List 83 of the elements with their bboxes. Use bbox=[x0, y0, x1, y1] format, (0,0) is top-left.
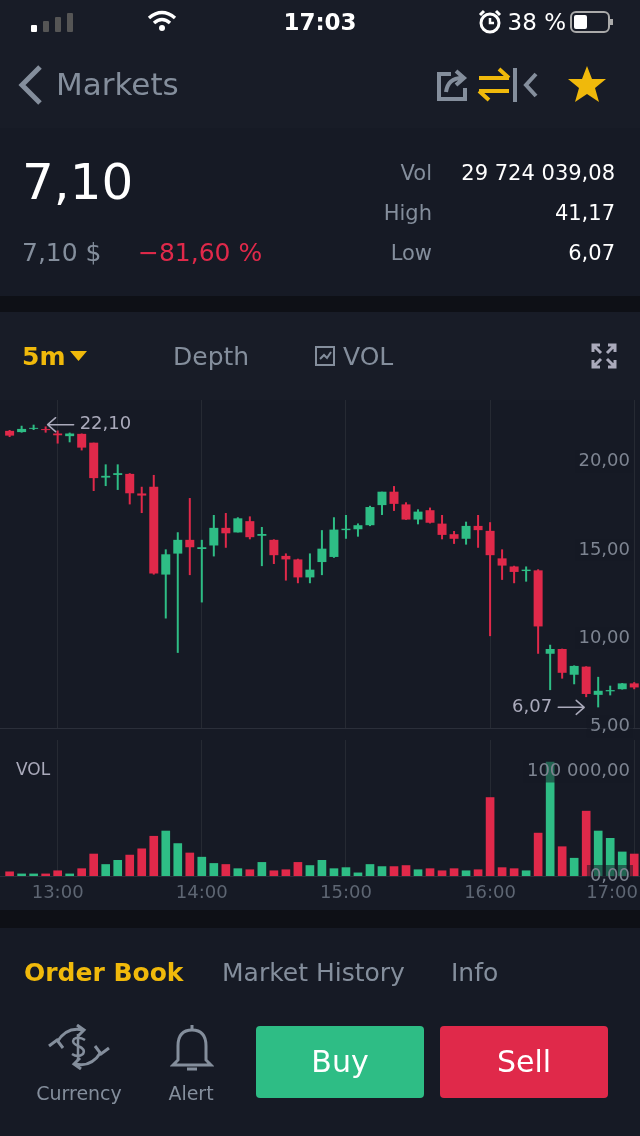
bar bbox=[281, 869, 291, 876]
text: Alert bbox=[168, 1082, 214, 1105]
text: 7,10 bbox=[22, 153, 134, 212]
text: Currency bbox=[36, 1082, 122, 1105]
candlestick bbox=[185, 498, 195, 576]
bar bbox=[521, 870, 531, 876]
bar bbox=[5, 871, 14, 876]
bar bbox=[53, 870, 62, 876]
bar bbox=[185, 852, 195, 876]
bar bbox=[161, 830, 171, 876]
text: Market History bbox=[222, 957, 405, 988]
bar bbox=[533, 832, 543, 876]
text: Markets bbox=[56, 66, 179, 103]
bar bbox=[497, 867, 507, 876]
text: Depth bbox=[173, 341, 250, 372]
bar bbox=[269, 870, 279, 876]
bar bbox=[257, 862, 267, 876]
text: 5m bbox=[22, 341, 66, 372]
bar bbox=[329, 868, 339, 876]
bar bbox=[569, 857, 579, 876]
text: 38 % bbox=[507, 8, 566, 36]
text: Sell bbox=[496, 1043, 552, 1080]
bar bbox=[449, 868, 459, 876]
bar bbox=[245, 869, 255, 876]
bar bbox=[197, 856, 207, 876]
text: Buy bbox=[311, 1043, 369, 1080]
bar bbox=[293, 862, 303, 876]
text: Low bbox=[390, 240, 432, 266]
text: −81,60 % bbox=[138, 237, 263, 268]
bar bbox=[149, 835, 159, 876]
bar bbox=[317, 859, 327, 876]
bar bbox=[77, 868, 87, 876]
bar bbox=[473, 869, 483, 876]
bar bbox=[377, 866, 387, 876]
y-tick-label: 10,00 bbox=[578, 625, 630, 647]
bar bbox=[401, 865, 411, 876]
bar bbox=[101, 864, 111, 876]
text: Vol bbox=[400, 160, 432, 186]
bar bbox=[137, 848, 147, 876]
text: Order Book bbox=[24, 957, 184, 988]
bar bbox=[305, 865, 315, 876]
y-tick-label: 5,00 bbox=[589, 713, 630, 735]
bar bbox=[365, 864, 375, 876]
bar bbox=[209, 863, 219, 876]
candlestick bbox=[113, 464, 123, 490]
bar bbox=[233, 868, 243, 876]
text: VOL bbox=[16, 758, 51, 779]
bar bbox=[413, 869, 423, 876]
y-tick-label: 20,00 bbox=[578, 449, 630, 471]
text: VOL bbox=[343, 341, 394, 372]
annotation: 22,10 bbox=[79, 412, 132, 434]
bar bbox=[461, 870, 471, 876]
y-tick-label: 15,00 bbox=[578, 537, 630, 559]
text: 6,07 bbox=[568, 240, 615, 266]
bar bbox=[485, 797, 495, 876]
bar bbox=[221, 864, 231, 876]
bar bbox=[173, 843, 183, 876]
bar bbox=[425, 868, 435, 876]
text: 17:03 bbox=[283, 8, 357, 36]
x-tick-label: 16:00 bbox=[464, 880, 517, 902]
bar bbox=[437, 870, 447, 876]
candlestick bbox=[197, 539, 207, 603]
text: 7,10 $ bbox=[22, 237, 102, 268]
bar bbox=[89, 853, 99, 876]
x-tick-label: 14:00 bbox=[175, 880, 228, 902]
bar bbox=[113, 859, 123, 876]
x-tick-label: 13:00 bbox=[31, 880, 84, 902]
text: 41,17 bbox=[554, 200, 615, 226]
bar bbox=[557, 846, 567, 876]
bar bbox=[125, 854, 135, 876]
bar bbox=[341, 867, 351, 876]
bar bbox=[389, 866, 399, 876]
bar bbox=[581, 810, 591, 876]
x-tick-label: 15:00 bbox=[320, 880, 372, 902]
text: 29 724 039,08 bbox=[461, 160, 615, 186]
text: High bbox=[383, 200, 432, 226]
candlestick bbox=[101, 464, 111, 487]
bar bbox=[629, 853, 639, 876]
candlestick bbox=[41, 426, 51, 433]
text: Info bbox=[451, 957, 499, 988]
bar bbox=[509, 868, 519, 876]
candlestick bbox=[257, 526, 267, 567]
annotation: 6,07 bbox=[512, 695, 553, 717]
